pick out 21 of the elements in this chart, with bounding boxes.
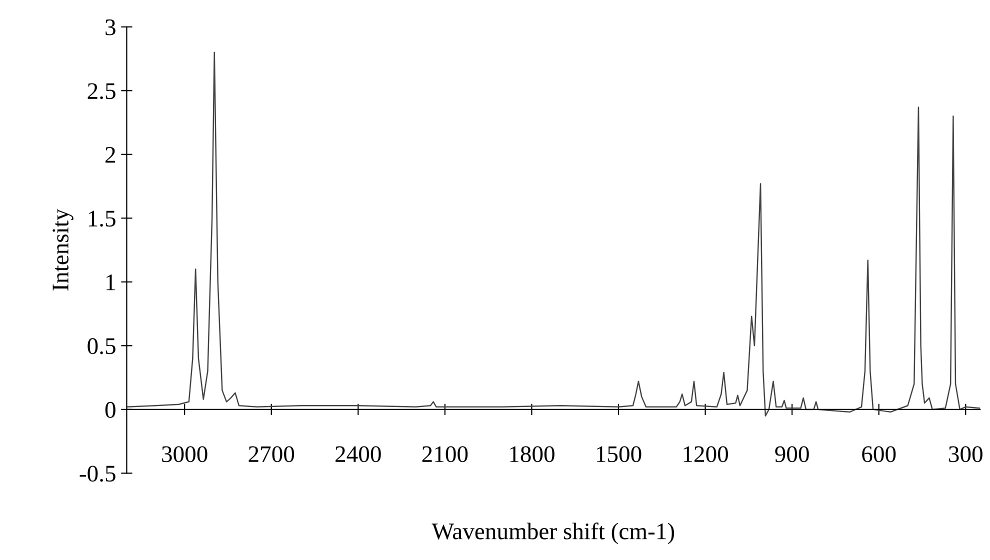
x-tick-label: 3000 <box>162 446 208 462</box>
y-tick-label: 2 <box>106 146 115 163</box>
y-tick-label: 0.5 <box>88 338 116 354</box>
line-series <box>126 52 980 416</box>
x-tick-label: 600 <box>862 446 896 462</box>
x-tick-label: 1500 <box>596 446 642 462</box>
y-tick-label: 1 <box>106 274 115 290</box>
x-tick-label: 1200 <box>684 446 728 462</box>
y-tick-label: 1.5 <box>88 210 116 227</box>
x-tick-label: 2700 <box>248 446 294 462</box>
y-axis-title: Intensity <box>52 208 74 290</box>
x-tick-label: 1800 <box>510 446 554 462</box>
y-tick-label: 0 <box>105 402 116 418</box>
x-axis-title: Wavenumber shift (cm-1) <box>432 522 674 544</box>
y-tick-label: 3 <box>106 19 116 36</box>
x-tick-label: 2400 <box>336 446 381 462</box>
y-tick-label: 2.5 <box>88 83 116 100</box>
x-tick-label: 900 <box>775 446 809 462</box>
x-tick-label: 2100 <box>422 446 468 462</box>
y-tick-label: -0.5 <box>80 466 116 482</box>
x-tick-label: 300 <box>949 446 982 462</box>
